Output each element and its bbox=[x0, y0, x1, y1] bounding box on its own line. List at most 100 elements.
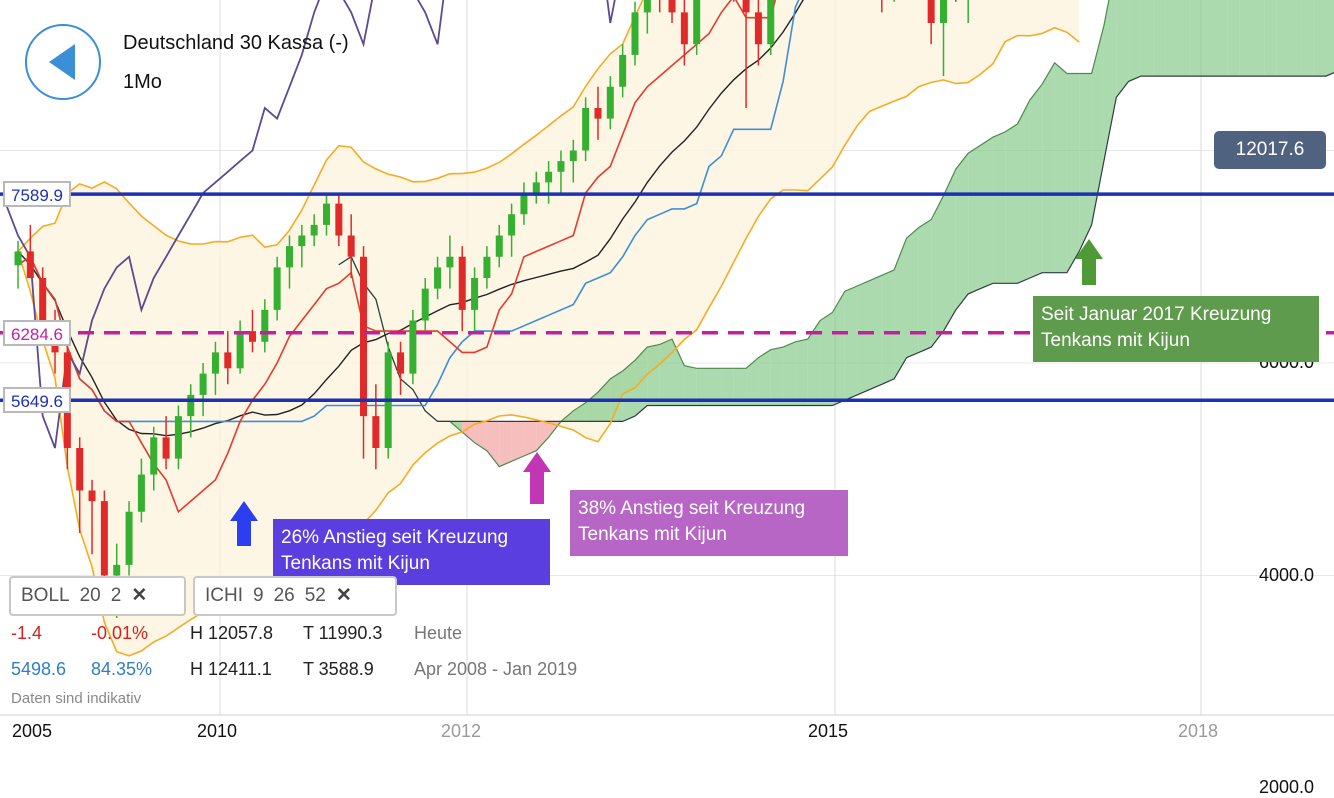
ichimoku-cloud-segment bbox=[486, 421, 500, 467]
candle-body bbox=[409, 320, 417, 374]
range-absolute: 5498.6 bbox=[11, 659, 67, 679]
ichimoku-cloud-segment bbox=[992, 131, 1006, 284]
ichimoku-cloud-segment bbox=[610, 371, 623, 422]
candle-body bbox=[323, 203, 330, 225]
ichimoku-cloud-segment bbox=[1227, 0, 1240, 77]
ichimoku-cloud-segment bbox=[1313, 0, 1326, 77]
price-chart[interactable] bbox=[0, 0, 1334, 750]
ichimoku-cloud-segment bbox=[746, 357, 759, 406]
ichimoku-cloud-segment bbox=[1103, 0, 1117, 162]
candle-body bbox=[471, 278, 479, 310]
close-icon[interactable]: ✕ bbox=[335, 585, 352, 606]
ichimoku-cloud-segment bbox=[894, 238, 907, 379]
ichimoku-cloud-segment bbox=[1128, 0, 1141, 82]
candle-body bbox=[569, 150, 577, 162]
candle-body bbox=[26, 251, 34, 278]
ichimoku-cloud-segment bbox=[1239, 0, 1252, 77]
ichimoku-cloud-segment bbox=[474, 421, 487, 451]
candle-body bbox=[335, 203, 343, 236]
ichimoku-cloud-segment bbox=[647, 344, 660, 406]
ichimoku-cloud-segment bbox=[844, 286, 858, 401]
ichimoku-cloud-segment bbox=[1178, 0, 1191, 77]
ichimoku-cloud-segment bbox=[1264, 0, 1277, 77]
ichimoku-cloud-segment bbox=[1066, 73, 1080, 273]
candle-body bbox=[211, 352, 219, 374]
indicator-param[interactable]: 20 bbox=[79, 585, 101, 606]
annotation-crossing-2017: Seit Januar 2017 Kreuzung Tenkans mit Ki… bbox=[1033, 296, 1319, 362]
candle-body bbox=[520, 193, 528, 215]
bollinger-middle bbox=[17, 0, 804, 437]
candle-body bbox=[927, 0, 935, 23]
crossing-arrow-icon bbox=[523, 452, 551, 504]
candle-body bbox=[261, 309, 269, 342]
candle-body bbox=[285, 246, 293, 268]
ichimoku-cloud-segment bbox=[709, 368, 722, 406]
high-today: H 12057.8 bbox=[190, 623, 274, 643]
candle-body bbox=[434, 267, 442, 289]
candle-body bbox=[940, 0, 947, 23]
ichimoku-cloud-segment bbox=[980, 137, 993, 289]
annotation-crossing-2010: 26% Anstieg seit Kreuzung Tenkans mit Ki… bbox=[273, 519, 550, 585]
ichimoku-cloud-segment bbox=[857, 280, 870, 395]
indicator-param[interactable]: 9 bbox=[253, 585, 264, 606]
crossing-arrow-icon bbox=[1075, 239, 1103, 285]
ichimoku-cloud-segment bbox=[511, 421, 524, 462]
candle-body bbox=[397, 352, 405, 374]
indicator-name: BOLL bbox=[21, 585, 70, 606]
interval-label[interactable]: 1Mo bbox=[123, 71, 162, 93]
x-tick-label: 2015 bbox=[808, 721, 849, 741]
annotation-line: 26% Anstieg seit Kreuzung bbox=[281, 527, 509, 548]
x-tick-label: 2010 bbox=[197, 721, 238, 741]
candle-body bbox=[631, 12, 639, 55]
level-label[interactable]: 7589.9 bbox=[3, 181, 71, 208]
ichimoku-cloud-segment bbox=[1029, 84, 1043, 278]
indicator-chip-boll[interactable]: BOLL 20 2 ✕ bbox=[9, 576, 186, 616]
candle-body bbox=[298, 235, 306, 247]
candle-body bbox=[643, 0, 651, 13]
ichimoku-cloud-segment bbox=[536, 421, 549, 451]
back-button[interactable] bbox=[25, 24, 101, 100]
candle-body bbox=[557, 161, 565, 172]
crossing-arrow-icon bbox=[230, 501, 258, 546]
ichimoku-cloud-segment bbox=[795, 339, 808, 406]
low-today: T 11990.3 bbox=[303, 623, 383, 643]
candle-body bbox=[162, 437, 170, 459]
ichimoku-cloud-segment bbox=[1326, 0, 1334, 77]
candle-body bbox=[100, 501, 108, 576]
candle-body bbox=[582, 108, 590, 151]
ichimoku-cloud-segment bbox=[573, 402, 586, 422]
candle-body bbox=[360, 256, 368, 417]
ichimoku-cloud-segment bbox=[968, 145, 981, 294]
ichimoku-cloud-segment bbox=[1042, 62, 1055, 273]
indicator-param[interactable]: 52 bbox=[304, 585, 326, 606]
ichimoku-cloud-segment bbox=[1165, 0, 1178, 77]
high-range: H 12411.1 bbox=[190, 659, 272, 679]
level-label[interactable]: 5649.6 bbox=[3, 387, 71, 414]
instrument-title: Deutschland 30 Kassa (-) bbox=[123, 32, 349, 54]
candle-body bbox=[150, 437, 158, 475]
candle-body bbox=[458, 256, 466, 310]
candle-body bbox=[619, 54, 627, 87]
period-today-label: Heute bbox=[414, 623, 463, 643]
ichimoku-cloud-segment bbox=[1289, 0, 1302, 77]
change-percent: -0.01% bbox=[91, 623, 149, 643]
y-tick-label: 4000.0 bbox=[1258, 564, 1314, 585]
ichimoku-cloud-segment bbox=[523, 421, 537, 456]
ichimoku-cloud-segment bbox=[684, 365, 697, 406]
disclaimer: Daten sind indikativ bbox=[11, 690, 142, 707]
ichimoku-cloud-segment bbox=[672, 339, 685, 406]
back-arrow-icon bbox=[49, 44, 75, 80]
ichimoku-cloud-segment bbox=[1017, 100, 1030, 284]
indicator-chip-ichi[interactable]: ICHI 9 26 52 ✕ bbox=[193, 576, 397, 616]
ichimoku-cloud-segment bbox=[721, 368, 734, 406]
tenkan-sen bbox=[17, 0, 777, 514]
indicator-param[interactable]: 26 bbox=[273, 585, 295, 606]
close-icon[interactable]: ✕ bbox=[131, 585, 148, 606]
candle-body bbox=[545, 171, 553, 183]
annotation-line: Seit Januar 2017 Kreuzung bbox=[1041, 304, 1272, 325]
indicator-param[interactable]: 2 bbox=[110, 585, 122, 606]
ichimoku-cloud-segment bbox=[696, 368, 709, 406]
candle-body bbox=[483, 256, 491, 278]
level-label[interactable]: 6284.6 bbox=[3, 319, 71, 346]
